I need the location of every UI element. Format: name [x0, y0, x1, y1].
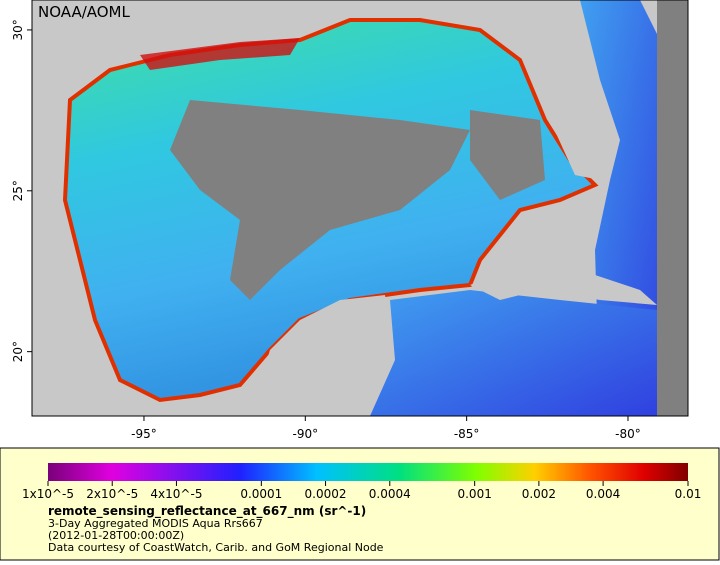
- no-data-patch: [470, 110, 545, 200]
- colorbar-tick-label: 0.01: [675, 487, 702, 501]
- caribbean: [370, 290, 657, 416]
- colorbar-tick-label: 2x10^-5: [86, 487, 138, 501]
- map: [32, 0, 688, 416]
- colorbar-tick-label: 4x10^-5: [150, 487, 202, 501]
- no-data-patch: [170, 100, 470, 300]
- x-tick-label: -90°: [293, 427, 319, 441]
- florida: [535, 60, 610, 180]
- colorbar-tick-label: 0.002: [522, 487, 556, 501]
- colorbar-tick-label: 1x10^-5: [22, 487, 74, 501]
- colorbar-title: remote_sensing_reflectance_at_667_nm (sr…: [48, 504, 366, 519]
- y-tick-label: 30°: [11, 19, 25, 40]
- colorbar-tick-label: 0.001: [457, 487, 491, 501]
- watermark: NOAA/AOML: [38, 3, 131, 21]
- colorbar-tick-label: 0.004: [586, 487, 620, 501]
- legend-line: (2012-01-28T00:00:00Z): [48, 529, 184, 542]
- colorbar: [48, 463, 688, 481]
- x-tick-label: -95°: [131, 427, 157, 441]
- shelf-red: [140, 38, 300, 70]
- cuba: [470, 265, 657, 305]
- x-tick-label: -85°: [454, 427, 480, 441]
- plot-frame: [31, 0, 689, 417]
- no-data: [657, 0, 688, 416]
- colorbar-tick-label: 0.0001: [240, 487, 282, 501]
- x-tick-label: -80°: [615, 427, 641, 441]
- legend-line: Data courtesy of CoastWatch, Carib. and …: [48, 541, 384, 554]
- yucatan: [250, 295, 390, 416]
- y-tick-label: 20°: [11, 341, 25, 362]
- y-tick-label: 25°: [11, 180, 25, 201]
- colorbar-tick-label: 0.0002: [305, 487, 347, 501]
- colorbar-tick-label: 0.0004: [369, 487, 411, 501]
- legend-line: 3-Day Aggregated MODIS Aqua Rrs667: [48, 517, 263, 530]
